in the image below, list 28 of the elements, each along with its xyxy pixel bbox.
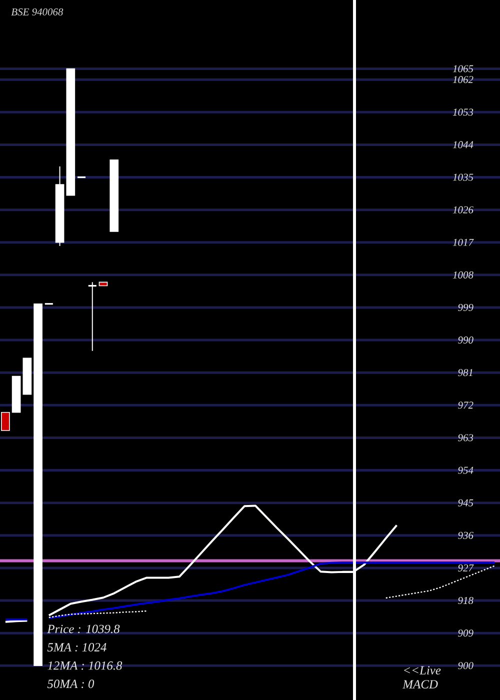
annotation: 12MA : 1016.8 xyxy=(48,661,122,670)
y-tick-label: 936 xyxy=(458,532,474,539)
y-tick-label: 990 xyxy=(458,336,474,344)
annotation: 50MA : 0 xyxy=(47,680,94,688)
y-tick-label: 999 xyxy=(458,304,474,312)
text: BSE 940068 xyxy=(11,8,64,16)
y-tick-label: 1065 xyxy=(452,65,474,72)
y-tick-label: 963 xyxy=(458,434,474,442)
y-tick-label: 954 xyxy=(458,466,474,474)
y-tick-label: 900 xyxy=(458,662,474,670)
annotation: 5MA : 1024 xyxy=(47,643,106,652)
annotation: <<Live MACD xyxy=(402,666,441,688)
y-tick-label: 1062 xyxy=(452,76,474,84)
y-tick-label: 1053 xyxy=(452,108,474,116)
y-tick-label: 909 xyxy=(458,630,474,637)
y-tick-label: 981 xyxy=(458,369,472,376)
y-tick-label: 918 xyxy=(458,596,474,604)
candlestick xyxy=(88,282,98,352)
y-tick-label: 1026 xyxy=(452,206,474,214)
y-tick-label: 1044 xyxy=(452,141,474,148)
y-tick-label: 945 xyxy=(458,499,474,506)
y-tick-label: 1008 xyxy=(452,271,474,278)
y-tick-label: 927 xyxy=(458,564,474,572)
y-tick-label: 972 xyxy=(458,402,474,409)
annotation: Price : 1039.8 xyxy=(47,624,120,634)
candlestick xyxy=(1,412,10,431)
y-tick-label: 1035 xyxy=(452,174,474,181)
y-tick-label: 1017 xyxy=(452,238,474,246)
